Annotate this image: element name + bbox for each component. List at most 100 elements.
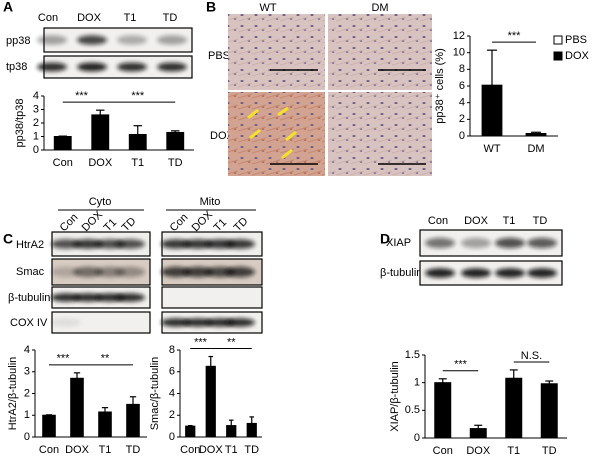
blot-band [73, 293, 103, 302]
blot-band [183, 239, 213, 249]
blot-band [225, 318, 255, 327]
blot-band [117, 62, 147, 72]
lane-label: DOX [80, 208, 106, 234]
row-label: COX IV [10, 317, 48, 329]
arrows [247, 106, 297, 160]
bar [505, 377, 523, 439]
lane-label: Con [38, 12, 58, 24]
significance-label: ** [101, 353, 110, 365]
y-axis-label: pp38/tp38 [14, 99, 26, 148]
blot-band [73, 266, 103, 278]
blot-band [51, 239, 81, 249]
y-tick-label: 0 [24, 431, 30, 443]
blot-band [161, 318, 191, 327]
panel-label: C [3, 231, 13, 247]
lane-label: TD [163, 12, 178, 24]
x-tick-label: TD [168, 157, 183, 169]
error-bar [509, 369, 518, 379]
row-label: β-tubulin [380, 267, 422, 279]
blot-band [77, 62, 107, 72]
lane-label: DOX [77, 12, 102, 24]
significance-label: *** [194, 336, 208, 348]
x-tick-label: T1 [507, 445, 520, 457]
significance-label: ** [227, 336, 236, 348]
bar [126, 403, 140, 438]
blot-band [425, 268, 455, 278]
lane-label: TD [533, 215, 548, 227]
bar [481, 84, 503, 137]
panel-label: B [206, 0, 216, 15]
blot-band [77, 35, 107, 45]
x-tick-label: Con [433, 445, 453, 457]
lane-label: T1 [503, 215, 516, 227]
blot-band [157, 35, 187, 45]
error-bar [171, 130, 180, 133]
blot-band [461, 268, 491, 278]
y-tick-label: 2 [459, 113, 465, 125]
x-tick-label: Con [180, 444, 200, 456]
x-tick-label: DOX [466, 445, 491, 457]
y-tick-label: 0 [33, 144, 39, 156]
blot-band [157, 62, 187, 72]
error-bar [228, 419, 234, 426]
bar [226, 425, 237, 438]
lane-label: DOX [190, 208, 216, 234]
blot-labels-d: Con DOX T1 TD XIAP β-tubulin [380, 215, 547, 279]
blot-band [461, 237, 491, 249]
error-bar [531, 131, 541, 134]
x-tick-label: DM [527, 143, 544, 155]
y-tick-label: 2 [24, 387, 30, 399]
column-label: WT [259, 2, 276, 14]
group-label: Mito [200, 196, 221, 208]
blot-band [161, 266, 191, 278]
panel-label: D [380, 231, 390, 247]
x-tick-label: Con [39, 444, 59, 456]
y-tick-label: 4 [169, 387, 175, 399]
error-bar [438, 378, 447, 383]
blot-band [115, 266, 145, 278]
bar [185, 425, 196, 438]
error-bar [249, 416, 255, 424]
blot-band [425, 237, 455, 249]
bar [540, 383, 558, 439]
row-label: pp38 [6, 35, 30, 47]
bar [246, 422, 257, 438]
y-tick-label: 3 [33, 103, 39, 115]
error-bar [208, 355, 214, 367]
blot-band [51, 318, 81, 327]
legend-swatch [553, 35, 563, 45]
blot-band [115, 239, 145, 249]
y-tick-label: 1 [414, 377, 420, 389]
blot-band [115, 293, 145, 302]
significance-label: *** [508, 30, 522, 42]
row-label: PBS [208, 50, 230, 62]
lane-label: TD [232, 215, 251, 234]
y-tick-label: 2 [169, 409, 175, 421]
error-bar [487, 49, 497, 86]
lane-label: T1 [124, 12, 137, 24]
bar [434, 382, 452, 439]
row-label: β-tubulin [8, 292, 50, 304]
legend-label: PBS [565, 34, 587, 46]
error-bar [129, 396, 137, 405]
bar [53, 136, 72, 151]
bar [91, 114, 110, 151]
y-tick-label: 4 [24, 344, 30, 356]
x-tick-label: WT [483, 143, 500, 155]
significance-label: *** [454, 359, 468, 371]
blot-band [495, 268, 525, 278]
micrograph [328, 92, 432, 176]
group-label: Cyto [89, 196, 112, 208]
y-tick-label: 3 [24, 366, 30, 378]
y-axis-label: XIAP/β-tubulin [389, 361, 401, 432]
lane-label: Con [58, 211, 81, 234]
error-bar [545, 380, 554, 384]
error-bar [187, 424, 193, 427]
blot-band [527, 237, 557, 249]
blot-band [161, 239, 191, 249]
x-tick-label: DOX [88, 157, 113, 169]
bar [128, 133, 147, 151]
error-bar [101, 407, 109, 412]
row-label: Smac [16, 266, 45, 278]
row-label: HtrA2 [16, 239, 44, 251]
